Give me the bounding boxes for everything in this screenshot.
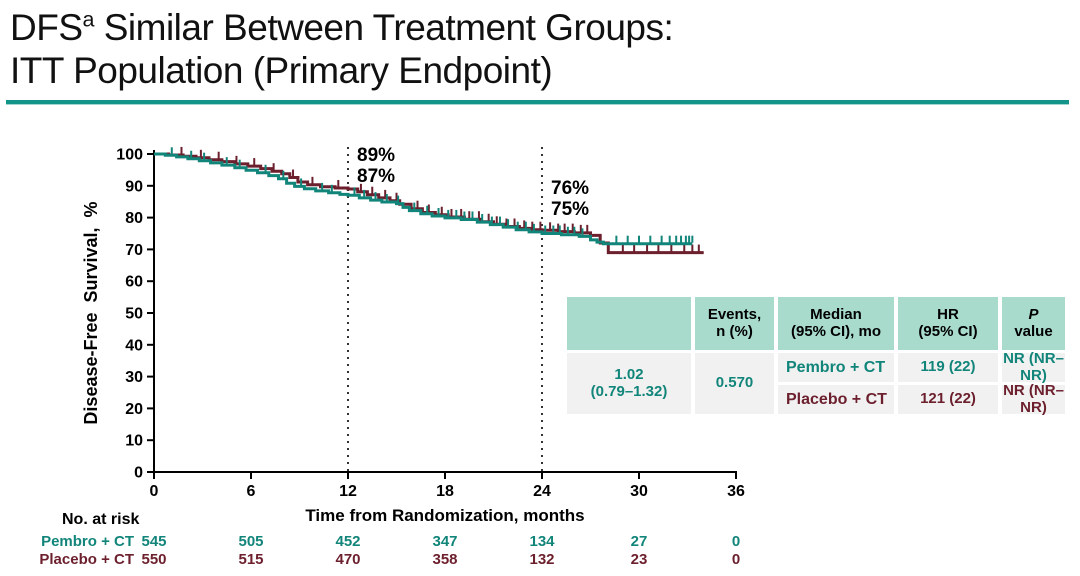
summary-header-events: Events, n (%): [695, 297, 774, 350]
summary-table: Events, n (%) Median (95% CI), mo HR (95…: [567, 297, 1065, 416]
risk-count: 358: [432, 551, 458, 568]
risk-count: 452: [335, 533, 361, 550]
y-tick-label: 60: [125, 274, 143, 291]
risk-count: 23: [630, 551, 648, 568]
km-curve-teal: [154, 152, 693, 246]
km-curve-maroon: [154, 152, 704, 255]
risk-count: 134: [529, 533, 555, 550]
risk-count: 545: [141, 533, 167, 550]
summary-header-blank: [567, 297, 691, 350]
y-tick-label: 90: [125, 178, 143, 195]
summary-row-pembro-median: NR (NR–NR): [1002, 349, 1065, 384]
y-axis-title: Disease-Free Survival, %: [81, 201, 101, 424]
x-tick-label: 30: [630, 483, 648, 500]
x-tick-label: 36: [727, 483, 745, 500]
x-axis-title: Time from Randomization, months: [305, 506, 584, 525]
y-tick-label: 20: [125, 401, 143, 418]
page-title: DFSa Similar Between Treatment Groups: I…: [10, 6, 674, 93]
title-line1-rest: Similar Between Treatment Groups:: [93, 7, 674, 48]
landmark-label-24mo-maroon: 76%: [551, 178, 589, 199]
x-tick-label: 18: [436, 483, 454, 500]
y-tick-label: 40: [125, 337, 143, 354]
risk-count: 132: [529, 551, 555, 568]
x-tick-label: 24: [533, 483, 551, 500]
risk-count: 0: [731, 533, 741, 550]
risk-count: 27: [630, 533, 648, 550]
risk-count: 505: [238, 533, 264, 550]
risk-count: 515: [238, 551, 264, 568]
y-tick-label: 50: [125, 306, 143, 323]
summary-row-pembro-events: 119 (22): [898, 353, 998, 382]
y-tick-label: 10: [125, 433, 143, 450]
x-tick-label: 0: [150, 483, 159, 500]
title-line1-prefix: DFS: [10, 7, 83, 48]
summary-header-median: Median (95% CI), mo: [778, 297, 894, 350]
summary-header-hr: HR (95% CI): [898, 297, 998, 350]
x-tick-label: 12: [339, 483, 357, 500]
title-superscript-a: a: [82, 7, 95, 32]
risk-count: 470: [335, 551, 361, 568]
risk-count: 347: [432, 533, 458, 550]
summary-pvalue-cell: 0.570: [695, 353, 774, 414]
no-at-risk-label: No. at risk: [62, 511, 140, 528]
summary-row-pembro-label: Pembro + CT: [778, 353, 894, 382]
km-series-maroon: [154, 146, 704, 255]
landmark-label-24mo-teal: 75%: [551, 199, 589, 220]
y-tick-label: 70: [125, 242, 143, 259]
risk-row-pembro-label: Pembro + CT: [41, 533, 134, 550]
y-tick-label: 80: [125, 210, 143, 227]
landmark-label-12mo-maroon: 89%: [357, 145, 395, 166]
title-line2: ITT Population (Primary Endpoint): [10, 50, 553, 92]
risk-count: 0: [731, 551, 741, 568]
summary-row-placebo-median: NR (NR–NR): [1002, 381, 1065, 416]
risk-count: 550: [141, 551, 167, 568]
summary-hr-cell: 1.02 (0.79–1.32): [567, 353, 691, 414]
km-series-teal: [154, 147, 694, 246]
y-tick-label: 30: [125, 369, 143, 386]
x-tick-label: 6: [247, 483, 256, 500]
summary-row-placebo-events: 121 (22): [898, 385, 998, 414]
y-tick-label: 100: [116, 147, 143, 164]
title-divider-rule: [6, 100, 1069, 104]
risk-row-pembro: Pembro + CT 545 505 452 347 134 27 0: [0, 533, 780, 550]
p-italic: P: [1028, 305, 1039, 323]
y-tick-label: 0: [134, 465, 143, 482]
landmark-label-12mo-teal: 87%: [357, 166, 395, 187]
risk-row-placebo: Placebo + CT 550 515 470 358 132 23 0: [0, 551, 780, 568]
risk-row-placebo-label: Placebo + CT: [39, 551, 134, 568]
summary-row-placebo-label: Placebo + CT: [778, 385, 894, 414]
